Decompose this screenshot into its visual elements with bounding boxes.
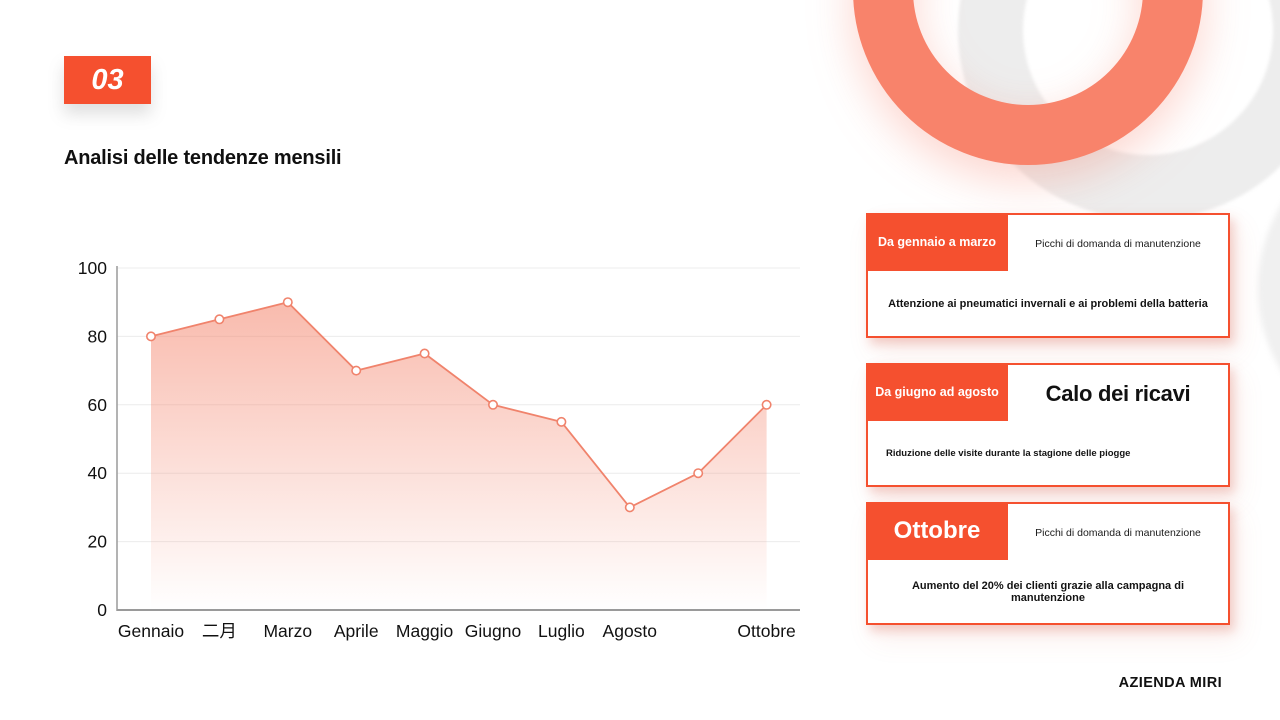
card-headline: Picchi di domanda di manutenzione <box>1035 526 1201 539</box>
x-axis-category-label: Marzo <box>263 621 312 641</box>
card-body-text: Riduzione delle visite durante la stagio… <box>886 448 1131 459</box>
y-axis-tick-label: 40 <box>88 463 108 483</box>
page-title: Analisi delle tendenze mensili <box>64 147 342 169</box>
chart-point <box>761 399 772 410</box>
card-period-tab: Da gennaio a marzo <box>866 213 1008 271</box>
chart-point <box>214 314 225 325</box>
card-period-label: Da giugno ad agosto <box>875 385 999 399</box>
x-axis-category-label: Aprile <box>334 621 379 641</box>
trend-area-chart-svg: 0 20 40 60 80 100 Gennaio 二月 Marzo Aprile Maggio Gi… <box>78 258 800 641</box>
monthly-trend-chart: 0 20 40 60 80 100 Gennaio 二月 Marzo Aprile Maggio Gi… <box>40 250 820 650</box>
chart-line <box>150 301 768 509</box>
card-period-tab: Ottobre <box>866 502 1008 560</box>
card-period-label: Ottobre <box>893 517 981 544</box>
chart-point <box>146 331 157 342</box>
chart-point <box>624 502 635 513</box>
chart-area <box>151 302 767 610</box>
callout-card-giugno-agosto: Da giugno ad agosto Calo dei ricavi Ridu… <box>866 363 1230 487</box>
x-axis-category-label: Giugno <box>465 621 521 641</box>
callout-card-ottobre: Ottobre Picchi di domanda di manutenzion… <box>866 502 1230 625</box>
x-axis-category-label: Gennaio <box>118 621 184 641</box>
y-axis-tick-label: 60 <box>88 395 108 415</box>
card-headline: Picchi di domanda di manutenzione <box>1035 237 1201 250</box>
chart-point <box>282 297 293 308</box>
x-axis-category-label: Agosto <box>603 621 657 641</box>
y-axis-tick-label: 80 <box>88 326 108 346</box>
section-number-badge: 03 <box>64 56 151 104</box>
y-axis-tick-label: 0 <box>97 600 107 620</box>
x-axis-category-label: Luglio <box>538 621 585 641</box>
chart-point <box>487 399 498 410</box>
x-axis-category-label: Maggio <box>396 621 453 641</box>
chart-point <box>419 348 430 359</box>
chart-point <box>693 468 704 479</box>
x-axis-category-label: 二月 <box>202 621 237 641</box>
card-period-tab: Da giugno ad agosto <box>866 363 1008 421</box>
y-axis-tick-label: 100 <box>78 258 107 278</box>
section-number: 03 <box>91 63 124 96</box>
x-axis-category-label: Ottobre <box>737 621 795 641</box>
callout-card-gennaio-marzo: Da gennaio a marzo Picchi di domanda di … <box>866 213 1230 338</box>
company-name: AZIENDA MIRI <box>1118 675 1222 691</box>
card-body-text: Attenzione ai pneumatici invernali e ai … <box>888 298 1208 310</box>
y-axis-tick-label: 20 <box>88 532 108 552</box>
chart-point <box>351 365 362 376</box>
card-period-label: Da gennaio a marzo <box>877 235 997 249</box>
card-headline: Calo dei ricavi <box>1045 380 1191 406</box>
chart-point <box>556 416 567 427</box>
card-body-text: Aumento del 20% dei clienti grazie alla … <box>911 580 1185 604</box>
